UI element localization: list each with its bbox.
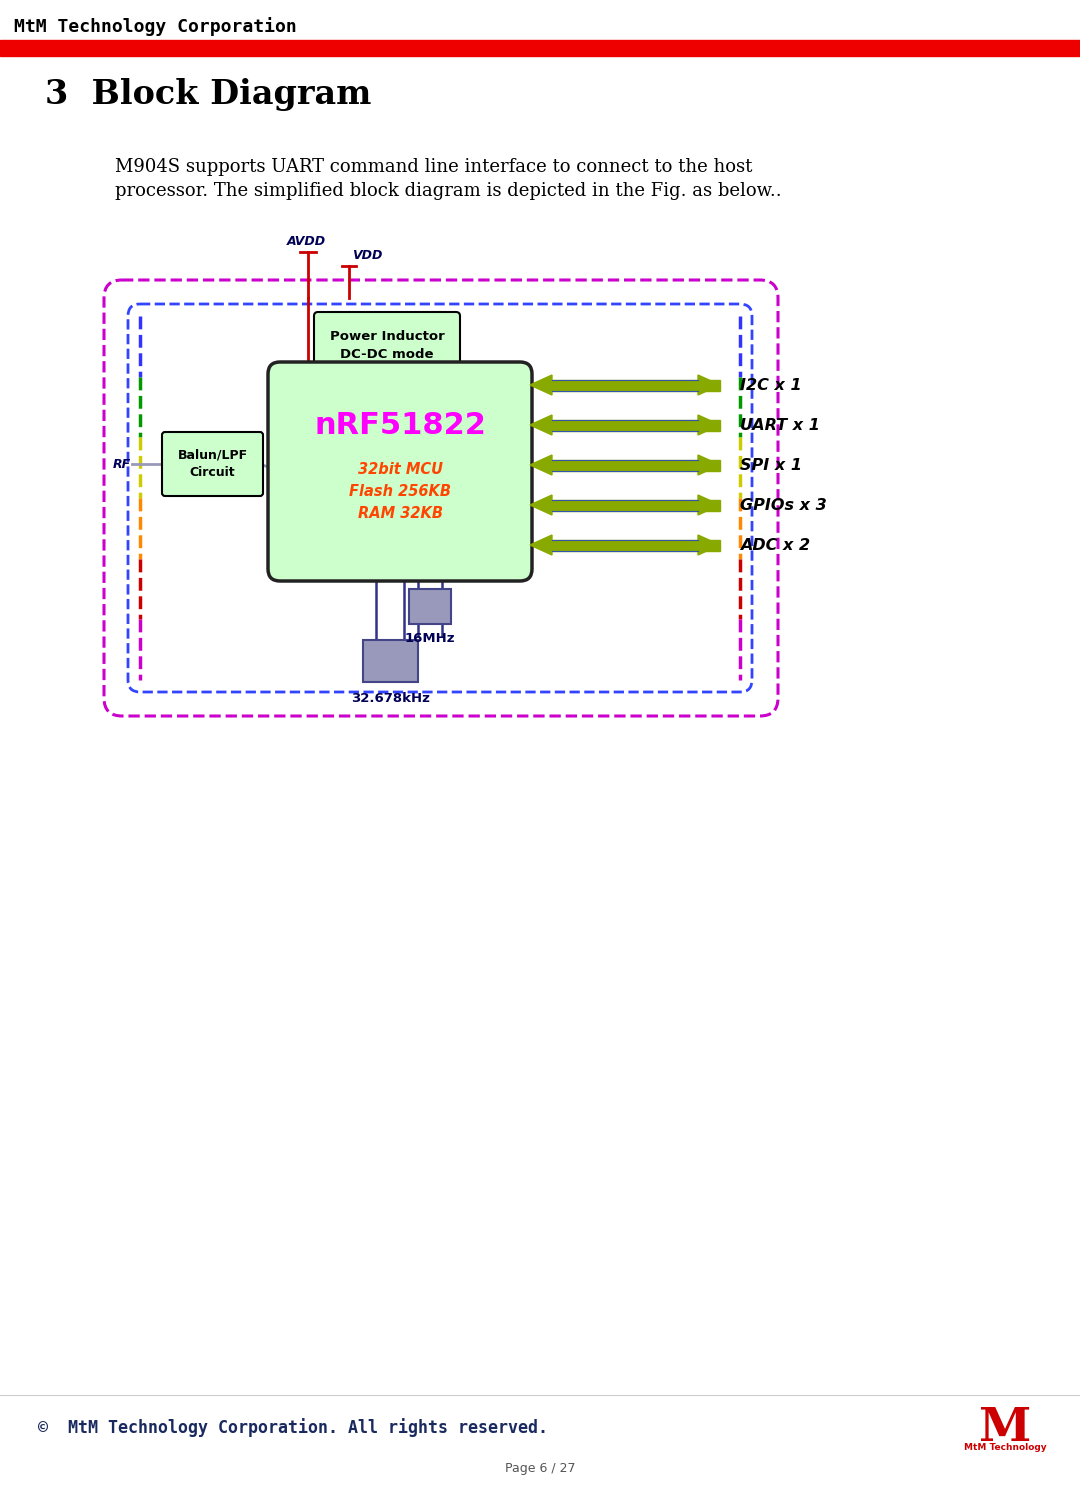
Text: I2C x 1: I2C x 1 xyxy=(740,378,801,393)
Bar xyxy=(0,40,1080,57)
Bar xyxy=(552,380,720,390)
Polygon shape xyxy=(698,415,720,435)
Text: ADC x 2: ADC x 2 xyxy=(740,538,810,552)
FancyBboxPatch shape xyxy=(314,313,460,378)
Text: AVDD: AVDD xyxy=(286,235,325,249)
Text: Circuit: Circuit xyxy=(190,466,235,479)
Bar xyxy=(552,420,720,430)
Text: UART x 1: UART x 1 xyxy=(740,417,820,432)
Text: RF: RF xyxy=(113,457,131,471)
Text: 16MHz: 16MHz xyxy=(405,631,456,645)
Polygon shape xyxy=(530,535,552,555)
Text: ©  MtM Technology Corporation. All rights reserved.: © MtM Technology Corporation. All rights… xyxy=(38,1418,548,1437)
Text: nRF51822: nRF51822 xyxy=(314,411,486,441)
Text: VDD: VDD xyxy=(352,249,382,262)
Polygon shape xyxy=(530,375,552,395)
Text: processor. The simplified block diagram is depicted in the Fig. as below..: processor. The simplified block diagram … xyxy=(114,182,782,200)
Polygon shape xyxy=(698,375,720,395)
Bar xyxy=(552,460,720,471)
Polygon shape xyxy=(530,415,552,435)
Text: GPIOs x 3: GPIOs x 3 xyxy=(740,497,827,512)
Polygon shape xyxy=(530,494,552,515)
Bar xyxy=(409,590,451,624)
Text: DC-DC mode: DC-DC mode xyxy=(340,347,434,360)
Bar xyxy=(363,640,418,682)
Text: Page 6 / 27: Page 6 / 27 xyxy=(504,1462,576,1476)
Text: MtM Technology Corporation: MtM Technology Corporation xyxy=(14,16,297,36)
FancyBboxPatch shape xyxy=(162,432,264,496)
Text: Power Inductor: Power Inductor xyxy=(329,329,444,342)
Text: Flash 256KB: Flash 256KB xyxy=(349,484,451,499)
Polygon shape xyxy=(698,535,720,555)
Text: RAM 32KB: RAM 32KB xyxy=(357,506,443,521)
Polygon shape xyxy=(698,456,720,475)
Text: 32.678kHz: 32.678kHz xyxy=(351,691,430,704)
Text: Balun/LPF: Balun/LPF xyxy=(177,448,247,462)
Bar xyxy=(552,499,720,511)
Text: M: M xyxy=(978,1406,1031,1450)
Text: 32bit MCU: 32bit MCU xyxy=(357,463,443,478)
Text: MtM Technology: MtM Technology xyxy=(963,1443,1047,1452)
Polygon shape xyxy=(698,494,720,515)
Text: 3  Block Diagram: 3 Block Diagram xyxy=(45,77,372,112)
Polygon shape xyxy=(530,456,552,475)
Text: SPI x 1: SPI x 1 xyxy=(740,457,802,472)
FancyBboxPatch shape xyxy=(268,362,532,581)
Text: M904S supports UART command line interface to connect to the host: M904S supports UART command line interfa… xyxy=(114,158,753,176)
Bar xyxy=(552,539,720,551)
